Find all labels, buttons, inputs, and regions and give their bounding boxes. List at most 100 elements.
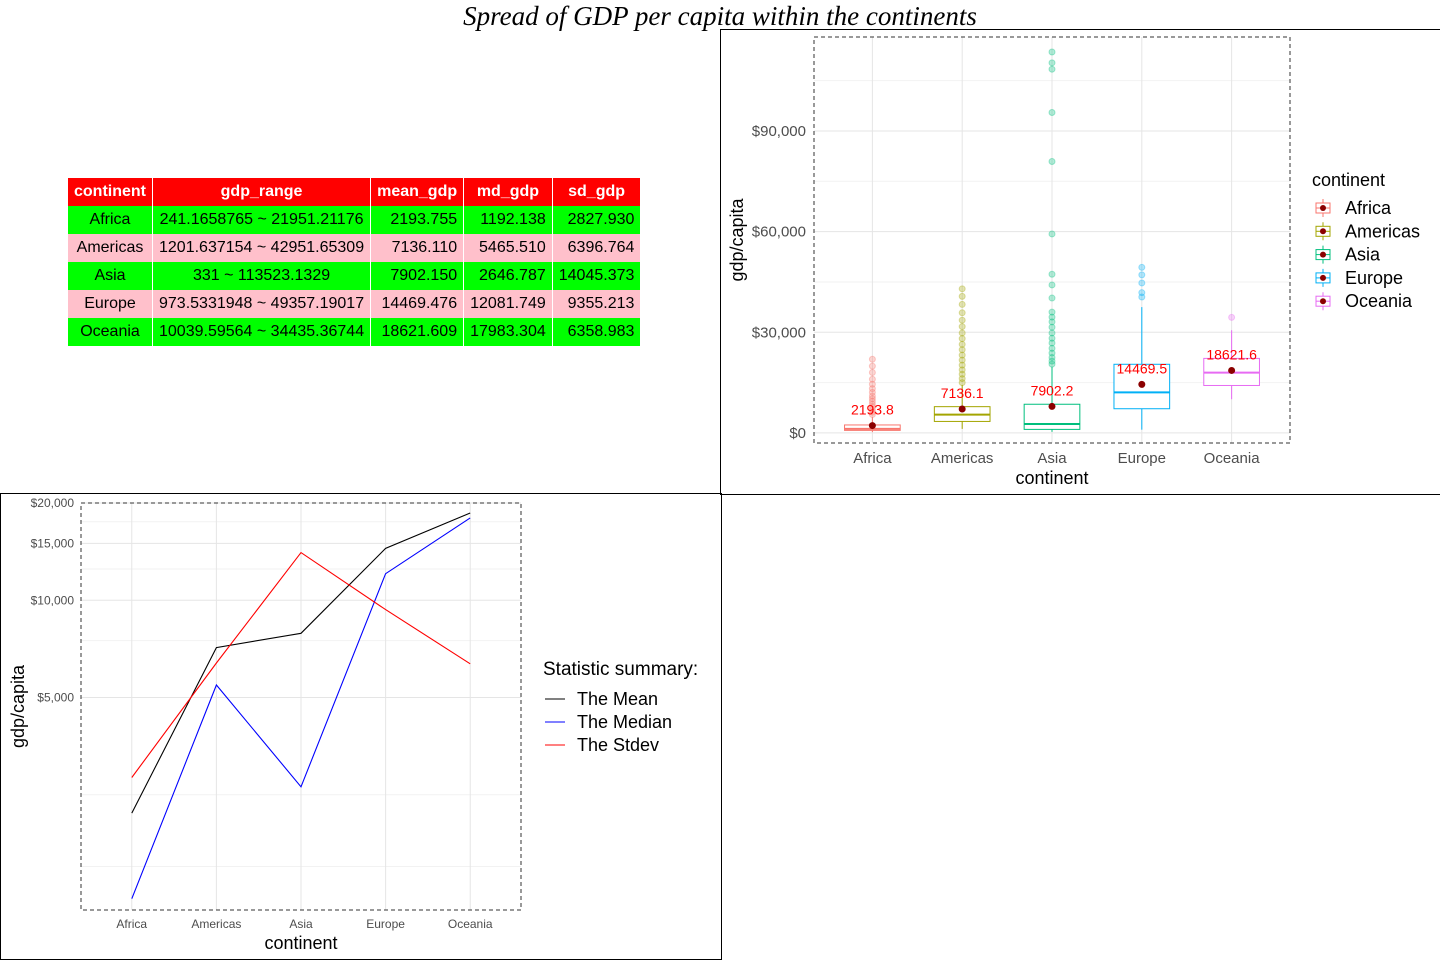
y-tick-label: $5,000 [37,691,74,705]
y-tick-label: $0 [789,425,806,442]
outlier-point [958,366,966,374]
boxplot-chart: $0 $30,000 $60,000 $90,000 Africa Americas Asi… [727,36,1420,488]
table-header-mean-gdp: mean_gdp [371,178,464,206]
legend-title: continent [1312,170,1385,190]
outlier-point [1048,157,1056,165]
table-cell-md-gdp: 5465.510 [464,234,552,262]
table-row: Europe 973.5331948 ~ 49357.19017 14469.476… [68,290,641,318]
outlier-point [1048,313,1056,321]
outlier-point [1138,289,1146,297]
legend-item-the-stdev: The Stdev [545,735,659,755]
outlier-point [1048,59,1056,67]
x-tick-label: Africa [116,917,147,931]
legend-item-europe: Europe [1315,268,1403,288]
outlier-point [1048,270,1056,278]
x-tick-label: Oceania [1204,450,1261,467]
table-header-sd-gdp: sd_gdp [552,178,641,206]
outlier-point [868,380,876,388]
series-line-the-mean [131,512,471,814]
outlier-point [958,346,966,354]
legend-label: The Stdev [577,735,659,755]
x-tick-label: Americas [931,450,994,467]
table-cell-md-gdp: 1192.138 [464,206,552,234]
x-tick-label: Americas [191,917,241,931]
table-cell-continent: Oceania [68,318,152,346]
series-line-the-stdev [131,551,471,778]
outlier-point [958,316,966,324]
page-title: Spread of GDP per capita within the cont… [463,1,977,31]
table-header-md-gdp: md_gdp [464,178,552,206]
summary-table: continent gdp_range mean_gdp md_gdp sd_gdp A… [67,178,641,346]
legend-label: The Median [577,712,672,732]
outlier-point [958,300,966,308]
outlier-point [1048,334,1056,342]
table-cell-md-gdp: 2646.787 [464,262,552,290]
outlier-point [1048,65,1056,73]
outlier-point [1138,293,1146,301]
table-header-continent: continent [68,178,152,206]
legend-label: Asia [1345,245,1381,265]
y-tick-label: $10,000 [31,593,75,607]
legend-mean-dot [1320,228,1326,235]
box-oceania: 18621.6 [1203,313,1260,400]
outlier-point [868,405,876,413]
y-tick-label: $30,000 [752,324,806,341]
table-cell-sd-gdp: 9355.213 [552,290,641,318]
table-cell-mean-gdp: 7902.150 [371,262,464,290]
outlier-point [1048,353,1056,361]
outlier-point [1048,349,1056,357]
outlier-point [958,356,966,364]
mean-point [958,405,966,413]
outlier-point [868,395,876,403]
table-header-gdp-range: gdp_range [153,178,371,206]
table-row: Americas 1201.637154 ~ 42951.65309 7136.11… [68,234,641,262]
legend-label: The Mean [577,689,658,709]
outlier-point [1048,281,1056,289]
box-europe: 14469.5 [1113,263,1171,430]
legend-label: Oceania [1345,291,1413,311]
legend-label: Europe [1345,268,1403,288]
outlier-point [868,397,876,405]
mean-label: 18621.6 [1206,346,1257,362]
y-tick-label: $60,000 [752,224,806,241]
outlier-point [868,362,876,370]
table-cell-sd-gdp: 2827.930 [552,206,641,234]
table-cell-gdp-range: 331 ~ 113523.1329 [153,262,371,290]
x-tick-label: Oceania [448,917,493,931]
plot-border [813,36,1291,444]
outlier-point [1138,263,1146,271]
outlier-point [1048,230,1056,238]
legend-item-asia: Asia [1315,245,1381,265]
box-americas: 7136.1 [933,285,991,429]
table-header-row: continent gdp_range mean_gdp md_gdp sd_gdp [68,178,641,206]
outlier-point [958,329,966,337]
x-tick-label: Asia [1037,450,1067,467]
legend-label: Americas [1345,221,1420,241]
table-cell-gdp-range: 241.1658765 ~ 21951.21176 [153,206,371,234]
table-cell-continent: Asia [68,262,152,290]
box-africa: 2193.8 [844,355,901,433]
outlier-point [1048,329,1056,337]
outlier-point [958,335,966,343]
outlier-point [1228,313,1236,321]
outlier-point [868,400,876,408]
outlier-point [868,369,876,377]
legend-mean-dot [1320,298,1326,305]
mean-label: 2193.8 [851,402,894,418]
mean-label: 14469.5 [1117,360,1168,376]
legend-mean-dot [1320,251,1326,258]
mean-label: 7902.2 [1031,382,1074,398]
table-cell-continent: Americas [68,234,152,262]
table-cell-mean-gdp: 14469.476 [371,290,464,318]
boxplot-panel-border [720,29,1440,495]
y-tick-label: $15,000 [31,536,75,550]
legend-label: Africa [1345,198,1392,218]
outlier-point [958,361,966,369]
table-row: Asia 331 ~ 113523.1329 7902.150 2646.787 140… [68,262,641,290]
x-tick-label: Europe [366,917,405,931]
series-line-the-median [131,517,471,899]
table-cell-continent: Europe [68,290,152,318]
table-cell-mean-gdp: 7136.110 [371,234,464,262]
table-cell-mean-gdp: 2193.755 [371,206,464,234]
legend-item-the-mean: The Mean [545,689,658,709]
